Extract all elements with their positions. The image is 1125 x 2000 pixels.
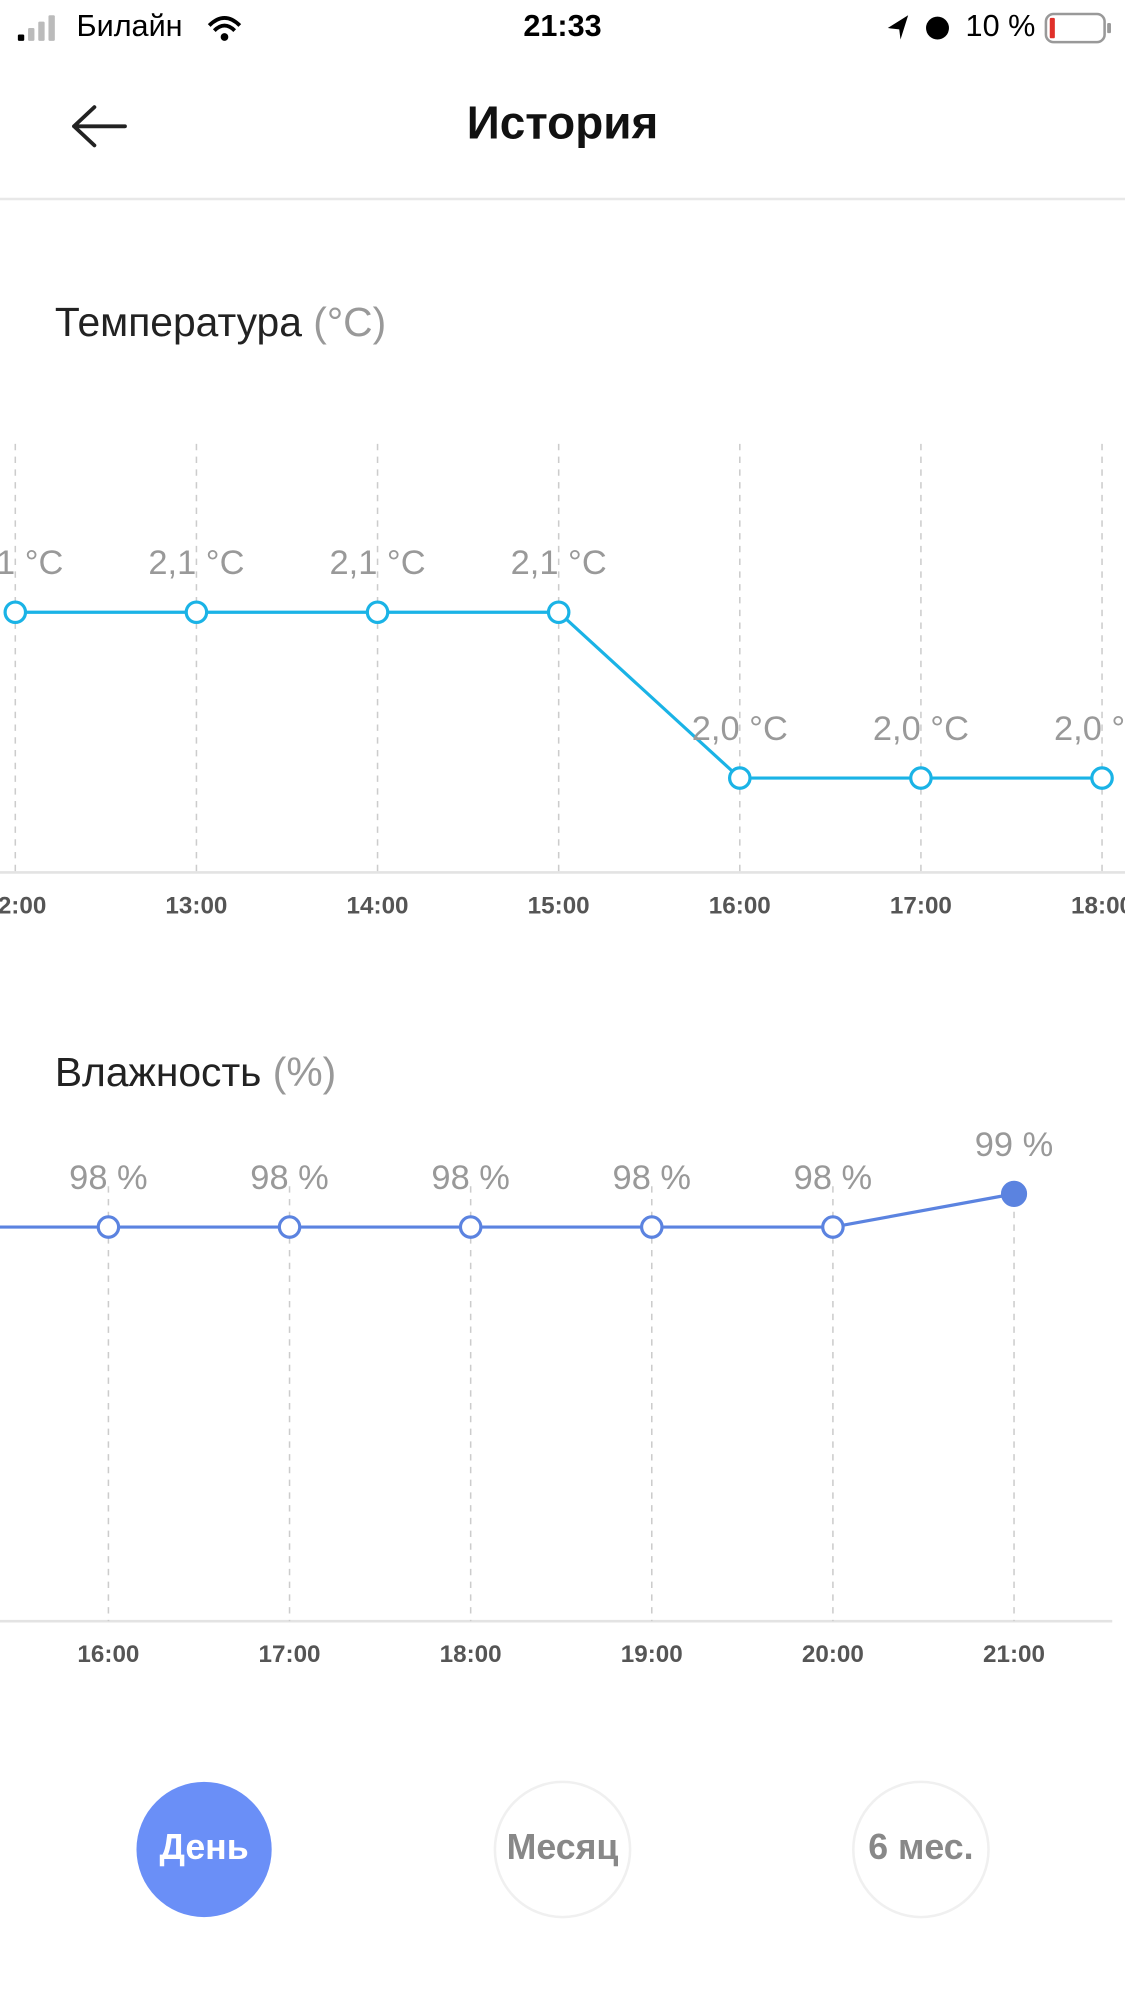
data-point	[96, 1215, 121, 1239]
data-point	[458, 1215, 483, 1239]
data-point	[1000, 1180, 1028, 1207]
x-tick-label: 20:00	[802, 1641, 864, 1668]
location-icon	[887, 15, 909, 40]
x-tick-label: 14:00	[347, 892, 409, 919]
page-title: История	[467, 96, 659, 148]
clock: 21:33	[523, 9, 601, 43]
data-label: 98 %	[613, 1159, 691, 1197]
data-label: 2,1 °C	[330, 544, 426, 582]
x-tick-label: 17:00	[259, 1641, 321, 1668]
data-point	[546, 600, 571, 625]
tab-label[interactable]: День	[159, 1827, 248, 1867]
tab-label[interactable]: 6 мес.	[868, 1827, 973, 1867]
x-tick-label: 16:00	[77, 1641, 139, 1668]
carrier: Билайн	[77, 9, 183, 43]
tab-month[interactable]	[493, 1780, 632, 1919]
battery-tip	[1107, 22, 1111, 34]
alarm-icon	[926, 16, 949, 40]
data-label: 2,0 °C	[873, 710, 969, 748]
data-label: 98 %	[431, 1159, 509, 1197]
tab-label[interactable]: Месяц	[507, 1827, 619, 1867]
data-label: 99 %	[975, 1126, 1053, 1164]
x-tick-label: 18:00	[440, 1641, 502, 1668]
signal-icon	[17, 15, 55, 41]
data-point	[727, 766, 752, 790]
x-tick-label: 21:00	[983, 1641, 1045, 1668]
data-label: 98 %	[69, 1159, 147, 1197]
data-label: 2,0 °C	[692, 710, 788, 748]
data-point	[3, 600, 28, 625]
data-label: 2,1 °C	[511, 544, 607, 582]
data-point	[184, 600, 209, 625]
tab-day[interactable]	[136, 1781, 272, 1918]
tab-6months[interactable]	[852, 1780, 990, 1919]
x-tick-label: 19:00	[621, 1641, 683, 1668]
data-label: 98 %	[794, 1159, 872, 1197]
data-point	[1090, 766, 1114, 790]
data-line	[108, 1192, 1015, 1229]
x-tick-label: 13:00	[165, 892, 227, 919]
data-label: 2,1 °C	[148, 544, 244, 582]
chart-title: Температура (°C)	[55, 299, 386, 345]
data-point	[909, 766, 933, 790]
x-tick-label: 16:00	[709, 892, 771, 919]
wifi-dot	[220, 33, 229, 41]
battery-icon	[1044, 12, 1106, 44]
data-point	[277, 1215, 302, 1239]
wifi-icon	[207, 15, 242, 33]
back-button[interactable]	[72, 105, 127, 148]
x-tick-label: 18:00	[1071, 892, 1125, 919]
data-label: 2,0 °C	[1054, 710, 1125, 748]
battery-level	[1049, 17, 1055, 39]
data-label: 98 %	[250, 1159, 328, 1197]
data-point	[639, 1215, 664, 1239]
x-tick-label: 12:00	[0, 892, 46, 919]
data-point	[365, 600, 390, 625]
x-tick-label: 17:00	[890, 892, 952, 919]
battery-text: 10 %	[966, 9, 1036, 43]
data-point	[821, 1215, 845, 1239]
chart-title: Влажность (%)	[55, 1049, 336, 1095]
x-tick-label: 15:00	[528, 892, 590, 919]
data-label: 2,1 °C	[0, 544, 63, 582]
